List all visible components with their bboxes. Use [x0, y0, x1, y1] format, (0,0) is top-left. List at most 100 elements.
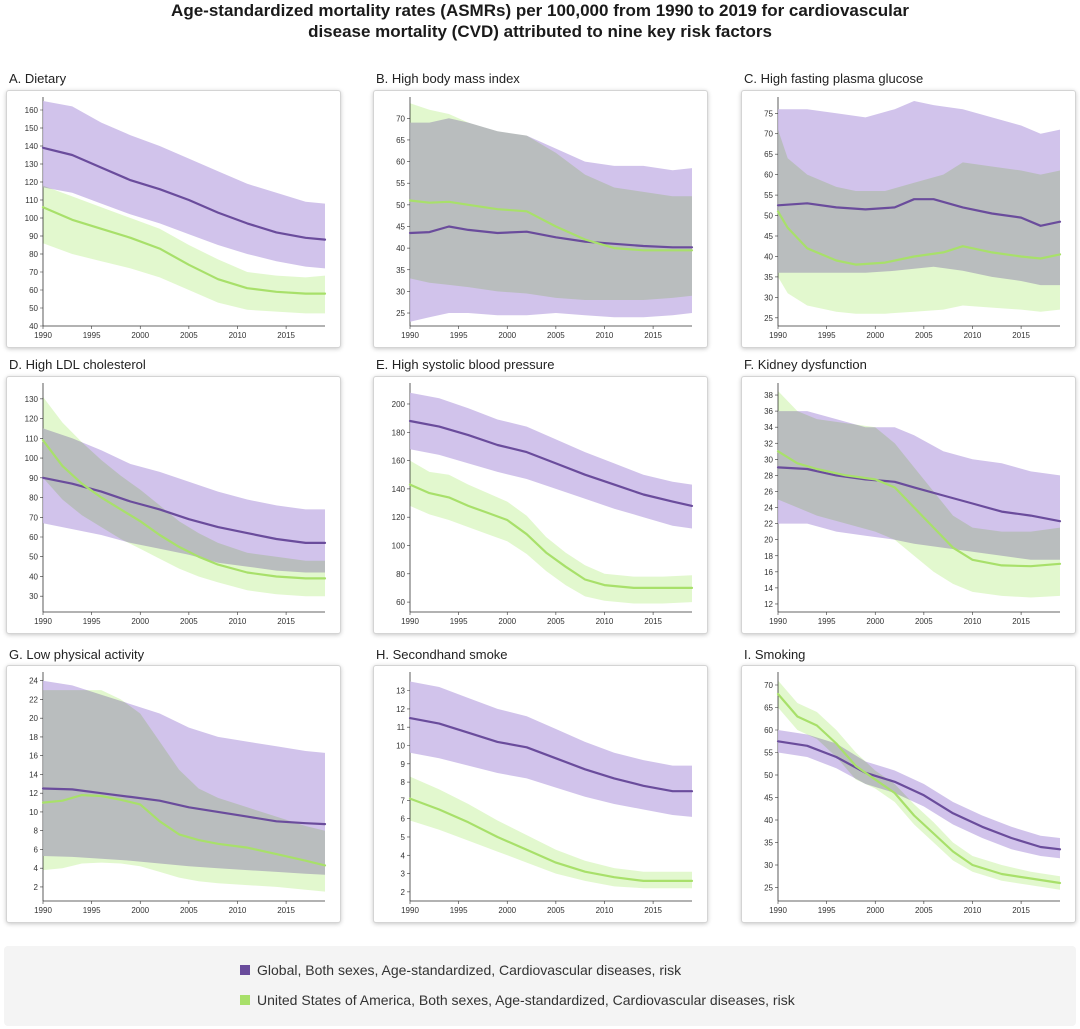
y-tick-label: 34 [764, 423, 773, 432]
series-line-us[interactable] [41, 439, 327, 580]
legend-swatch-us [240, 995, 250, 1005]
x-tick-label: 2005 [547, 331, 565, 340]
y-tick-label: 30 [764, 293, 773, 302]
x-tick-label: 1990 [401, 331, 419, 340]
panel-title-secondhand-smoke: H. Secondhand smoke [376, 647, 508, 662]
panel-title-high-ldl-cholesterol: D. High LDL cholesterol [9, 357, 146, 372]
chart-panel-dietary[interactable]: 40 50 60 70 80 90 100 110 120 130 140 150 160 1990 199… [6, 90, 341, 348]
y-tick-label: 24 [764, 504, 773, 513]
y-tick-label: 36 [764, 407, 773, 416]
y-tick-label: 35 [396, 266, 405, 275]
y-tick-label: 2 [401, 888, 406, 897]
y-tick-label: 60 [764, 726, 773, 735]
x-tick-label: 2015 [277, 331, 295, 340]
series-line-us[interactable] [408, 797, 694, 882]
y-tick-label: 24 [29, 677, 38, 686]
x-tick-label: 2005 [180, 331, 198, 340]
y-tick-label: 70 [29, 268, 38, 277]
series-line-us[interactable] [408, 483, 694, 589]
chart-panel-low-physical-activity[interactable]: 2 4 6 8 10 12 14 16 18 20 22 24 1990 1995 2000 2005 2010… [6, 665, 341, 923]
y-tick-label: 4 [401, 851, 406, 860]
legend-item-global[interactable]: Global, Both sexes, Age-standardized, Ca… [240, 962, 681, 978]
x-tick-label: 2000 [498, 617, 516, 626]
series-line-global[interactable] [41, 476, 327, 544]
x-tick-label: 1990 [34, 331, 52, 340]
y-tick-label: 70 [396, 114, 405, 123]
x-tick-label: 1995 [450, 906, 468, 915]
x-tick-label: 2015 [1012, 617, 1030, 626]
x-tick-label: 1990 [769, 331, 787, 340]
x-tick-label: 2005 [547, 906, 565, 915]
y-tick-label: 45 [764, 794, 773, 803]
legend-item-us[interactable]: United States of America, Both sexes, Ag… [240, 992, 795, 1008]
y-tick-label: 12 [764, 600, 773, 609]
x-tick-label: 1995 [818, 331, 836, 340]
legend-swatch-global [240, 965, 250, 975]
series-line-us[interactable] [41, 794, 327, 867]
legend: Global, Both sexes, Age-standardized, Ca… [4, 946, 1076, 1026]
x-tick-label: 1990 [769, 617, 787, 626]
chart-svg-secondhand-smoke: 2 3 4 5 6 7 8 9 10 11 12 13 1990 1995 2000 2005 2010 2015 [396, 672, 694, 915]
series-line-us[interactable] [41, 206, 327, 295]
x-tick-label: 2000 [498, 331, 516, 340]
series-line-global[interactable] [776, 198, 1062, 227]
uncertainty-band-us [410, 776, 692, 889]
x-tick-label: 2010 [964, 331, 982, 340]
x-tick-label: 2000 [866, 331, 884, 340]
x-tick-label: 1990 [401, 906, 419, 915]
x-tick-label: 2015 [1012, 331, 1030, 340]
chart-panel-smoking[interactable]: 25 30 35 40 45 50 55 60 65 70 1990 1995 2000 2005 2010… [741, 665, 1076, 923]
chart-panel-high-systolic-blood-pressure[interactable]: 60 80 100 120 140 160 180 200 1990 1995 2000 2005 20… [373, 376, 708, 634]
uncertainty-band-global [410, 681, 692, 817]
uncertainty-band-us [410, 460, 692, 604]
chart-title: Age-standardized mortality rates (ASMRs)… [0, 0, 1080, 42]
y-tick-label: 50 [764, 771, 773, 780]
y-tick-label: 160 [25, 106, 39, 115]
x-tick-label: 2015 [277, 617, 295, 626]
chart-panel-high-body-mass-index[interactable]: 25 30 35 40 45 50 55 60 65 70 1990 1995 2000 2005 2010… [373, 90, 708, 348]
panel-title-dietary: A. Dietary [9, 71, 67, 86]
chart-panel-high-ldl-cholesterol[interactable]: 30 40 50 60 70 80 90 100 110 120 130 1990 1995 2000 20… [6, 376, 341, 634]
series-line-global[interactable] [408, 716, 694, 793]
series-line-global[interactable] [776, 466, 1062, 523]
uncertainty-band-us [43, 185, 325, 314]
x-tick-label: 2005 [915, 331, 933, 340]
y-tick-label: 11 [397, 723, 406, 732]
legend-label-us: United States of America, Both sexes, Ag… [257, 992, 795, 1008]
series-line-global[interactable] [408, 419, 694, 507]
series-line-us[interactable] [776, 450, 1062, 568]
series-line-global[interactable] [776, 740, 1062, 851]
y-tick-label: 32 [764, 439, 773, 448]
y-tick-label: 35 [764, 839, 773, 848]
chart-panel-secondhand-smoke[interactable]: 2 3 4 5 6 7 8 9 10 11 12 13 1990 1995 2000 2005 2010 2015 [373, 665, 708, 923]
series-line-global[interactable] [41, 787, 327, 826]
y-tick-label: 80 [29, 250, 38, 259]
y-tick-label: 65 [396, 136, 405, 145]
series-line-global[interactable] [408, 225, 694, 249]
x-tick-label: 2010 [596, 331, 614, 340]
x-tick-label: 1995 [450, 331, 468, 340]
uncertainty-band-us [778, 129, 1060, 314]
y-tick-label: 26 [764, 487, 773, 496]
series-line-us[interactable] [776, 692, 1062, 885]
y-tick-label: 25 [764, 314, 773, 323]
y-tick-label: 55 [764, 191, 773, 200]
x-tick-label: 2005 [180, 617, 198, 626]
y-tick-label: 30 [764, 861, 773, 870]
y-tick-label: 140 [25, 142, 39, 151]
chart-svg-dietary: 40 50 60 70 80 90 100 110 120 130 140 150 160 1990 199… [25, 97, 327, 340]
chart-svg-kidney-dysfunction: 12 14 16 18 20 22 24 26 28 30 32 34 36 38 1990 1995 2000… [764, 383, 1062, 626]
chart-panel-high-fasting-plasma-glucose[interactable]: 25 30 35 40 45 50 55 60 65 70 75 1990 1995 2000 2005 20… [741, 90, 1076, 348]
y-tick-label: 55 [764, 749, 773, 758]
chart-svg-high-body-mass-index: 25 30 35 40 45 50 55 60 65 70 1990 1995 2000 2005 2010… [396, 97, 694, 340]
y-tick-label: 110 [25, 434, 38, 443]
y-tick-label: 50 [29, 304, 38, 313]
chart-panel-kidney-dysfunction[interactable]: 12 14 16 18 20 22 24 26 28 30 32 34 36 38 1990 1995 2000… [741, 376, 1076, 634]
x-tick-label: 2000 [866, 906, 884, 915]
series-line-global[interactable] [41, 146, 327, 241]
series-line-us[interactable] [776, 210, 1062, 266]
x-tick-label: 1995 [83, 617, 101, 626]
series-line-us[interactable] [408, 199, 694, 252]
y-tick-label: 45 [396, 222, 405, 231]
